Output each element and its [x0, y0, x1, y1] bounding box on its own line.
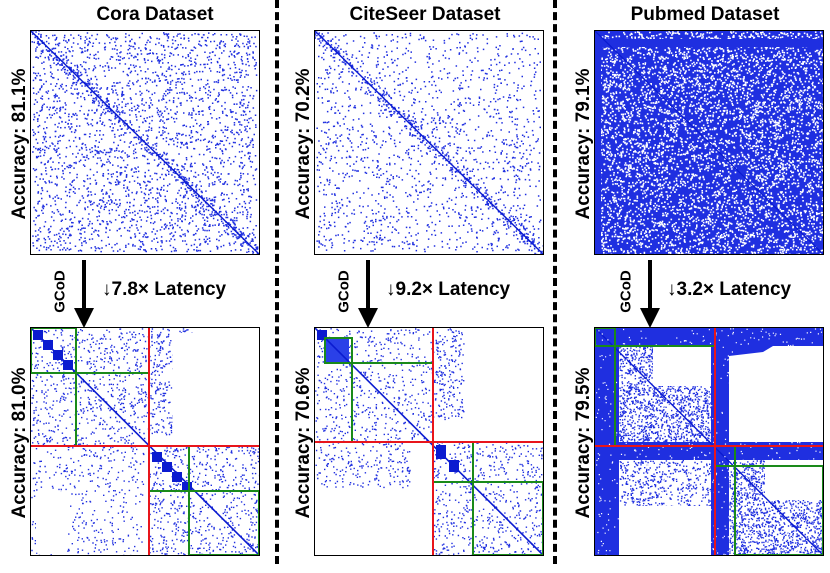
cora-bottom-accuracy: Accuracy: 81.0%	[9, 367, 30, 519]
pubmed-arrow-icon	[640, 260, 660, 328]
pubmed-original-matrix	[594, 30, 824, 255]
column-divider-1	[275, 0, 279, 564]
cora-original-matrix	[30, 30, 260, 255]
cora-title: Cora Dataset	[96, 4, 214, 25]
citeseer-top-accuracy: Accuracy: 70.2%	[293, 68, 314, 220]
citeseer-gcod-matrix	[314, 327, 544, 556]
citeseer-gcod-label: GCoD	[335, 270, 353, 313]
cora-arrow-icon	[74, 260, 94, 328]
column-divider-2	[553, 0, 557, 564]
pubmed-top-accuracy: Accuracy: 79.1%	[573, 68, 594, 220]
cora-speedup: ↓7.8× Latency	[102, 279, 227, 300]
pubmed-gcod-matrix	[594, 327, 824, 556]
pubmed-gcod-label: GCoD	[617, 270, 635, 313]
pubmed-bottom-accuracy: Accuracy: 79.5%	[573, 367, 594, 519]
citeseer-title: CiteSeer Dataset	[349, 4, 501, 25]
citeseer-arrow-icon	[358, 260, 378, 328]
cora-top-accuracy: Accuracy: 81.1%	[9, 68, 30, 220]
citeseer-speedup: ↓9.2× Latency	[386, 279, 511, 300]
cora-gcod-label: GCoD	[51, 270, 69, 313]
pubmed-speedup: ↓3.2× Latency	[667, 279, 792, 300]
cora-gcod-matrix	[30, 327, 260, 556]
citeseer-bottom-accuracy: Accuracy: 70.6%	[293, 367, 314, 519]
citeseer-original-matrix	[314, 30, 544, 255]
pubmed-title: Pubmed Dataset	[630, 4, 780, 25]
